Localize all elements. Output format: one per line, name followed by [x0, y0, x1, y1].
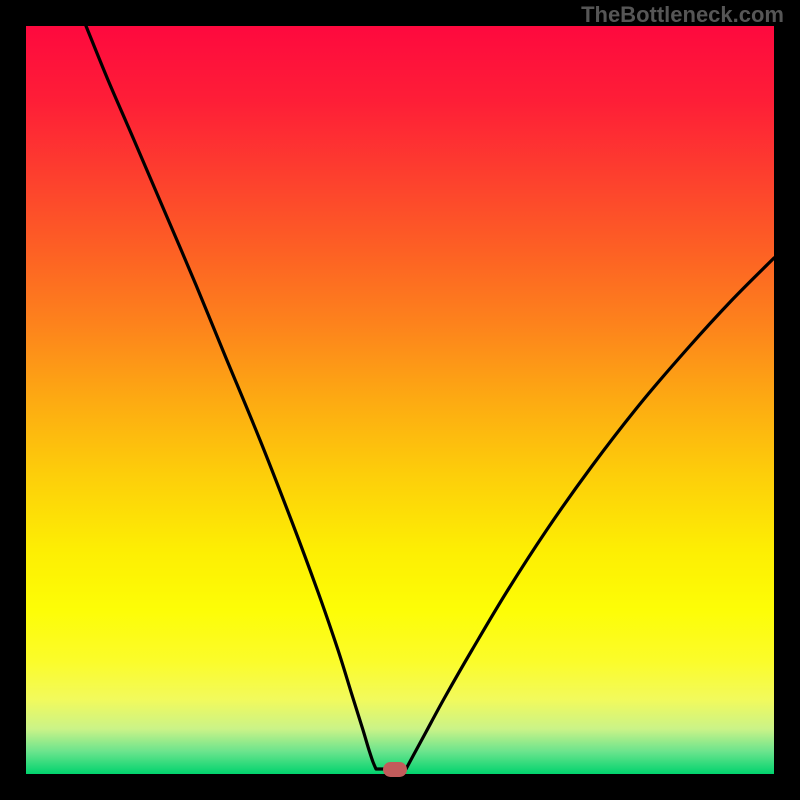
watermark-text: TheBottleneck.com [581, 2, 784, 28]
plot-background [26, 26, 774, 774]
sweet-spot-marker [383, 762, 407, 777]
chart-stage: TheBottleneck.com [0, 0, 800, 800]
